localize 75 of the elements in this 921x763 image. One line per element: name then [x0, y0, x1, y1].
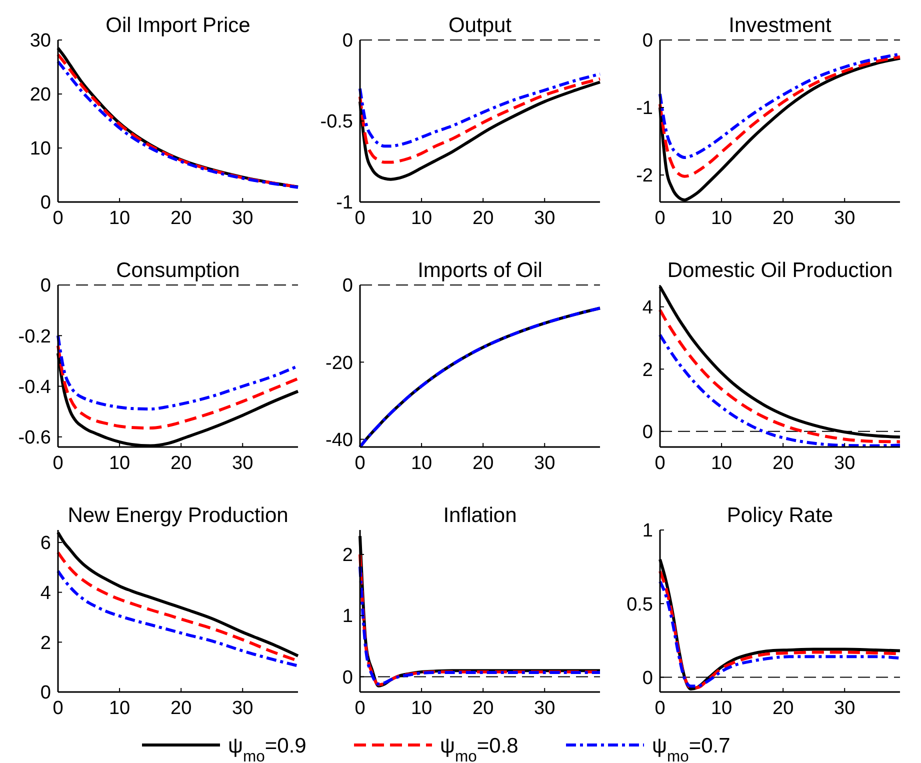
chart-title: Oil Import Price — [106, 14, 250, 37]
x-tick-label: 10 — [108, 208, 130, 229]
x-tick-label: 10 — [108, 698, 130, 719]
chart-title: Inflation — [443, 504, 517, 527]
x-tick-label: 30 — [834, 453, 856, 474]
y-tick-label: 0 — [40, 192, 51, 214]
y-tick-label: -40 — [326, 430, 353, 451]
line-series — [358, 77, 602, 164]
x-tick-label: 20 — [472, 453, 494, 474]
chart-title: Policy Rate — [726, 504, 834, 527]
x-tick-label: 30 — [834, 208, 856, 229]
x-tick-label: 20 — [170, 453, 192, 474]
x-tick-label: 10 — [410, 208, 432, 229]
legend-label: ψ$_{mo}$=0.9 — [228, 734, 306, 763]
chart-title: Imports of Oil — [418, 259, 542, 282]
line-series — [56, 570, 300, 668]
legend-label: ψ$_{mo}$=0.7 — [652, 734, 730, 763]
y-tick-label: 20 — [30, 84, 51, 106]
y-tick-label: 0 — [642, 30, 653, 52]
y-tick-label: 2 — [40, 632, 51, 654]
line-series — [56, 344, 300, 430]
x-tick-label: 30 — [534, 208, 556, 229]
x-tick-label: 10 — [108, 453, 130, 474]
y-tick-label: 0 — [342, 276, 353, 297]
x-tick-label: 10 — [410, 698, 432, 719]
y-tick-label: -1 — [336, 192, 353, 214]
y-tick-label: 2 — [342, 545, 353, 566]
chart-title: New Energy Production — [68, 504, 288, 527]
y-tick-label: -0.2 — [18, 326, 51, 348]
y-tick-label: 0 — [40, 276, 51, 297]
x-tick-label: 10 — [710, 698, 732, 719]
x-tick-label: 20 — [772, 698, 794, 719]
y-tick-label: -0.4 — [18, 376, 52, 398]
x-tick-label: 10 — [710, 453, 732, 474]
y-tick-label: 6 — [40, 533, 51, 554]
chart-title: Output — [448, 14, 512, 37]
y-tick-label: 0 — [642, 668, 653, 689]
y-tick-label: 0.5 — [626, 594, 653, 616]
chart-title: Domestic Oil Production — [667, 259, 893, 282]
y-tick-label: 4 — [642, 297, 654, 318]
y-tick-label: -0.6 — [18, 428, 51, 449]
y-tick-label: 1 — [342, 606, 353, 628]
x-tick-label: 30 — [534, 453, 556, 474]
y-tick-label: -0.5 — [320, 112, 353, 133]
y-tick-label: 30 — [30, 30, 51, 52]
x-tick-label: 20 — [772, 208, 794, 229]
y-tick-label: -2 — [636, 166, 653, 187]
x-tick-label: 20 — [772, 453, 794, 474]
chart-title: Consumption — [116, 259, 240, 282]
legend-label: ψ$_{mo}$=0.8 — [440, 734, 518, 763]
y-tick-label: 4 — [40, 582, 52, 604]
y-tick-label: -1 — [636, 98, 653, 120]
x-tick-label: 20 — [472, 698, 494, 719]
y-tick-label: 0 — [642, 422, 653, 444]
y-tick-label: 0 — [342, 30, 353, 52]
x-tick-label: 10 — [710, 208, 732, 229]
x-tick-label: 20 — [472, 208, 494, 229]
x-tick-label: 30 — [232, 698, 254, 719]
x-tick-label: 30 — [232, 453, 254, 474]
x-tick-label: 10 — [410, 453, 432, 474]
line-series — [658, 55, 902, 178]
y-tick-label: 1 — [642, 520, 653, 542]
x-tick-label: 20 — [170, 698, 192, 719]
y-tick-label: 2 — [642, 360, 653, 381]
x-tick-label: 30 — [232, 208, 254, 229]
line-series — [658, 308, 902, 444]
line-series — [358, 72, 602, 148]
y-tick-label: 0 — [40, 682, 51, 704]
y-tick-label: -20 — [326, 352, 353, 374]
y-tick-label: 10 — [30, 138, 51, 160]
x-tick-label: 30 — [534, 698, 556, 719]
x-tick-label: 30 — [834, 698, 856, 719]
x-tick-label: 20 — [170, 208, 192, 229]
y-tick-label: 0 — [342, 667, 353, 688]
chart-title: Investment — [728, 14, 832, 37]
